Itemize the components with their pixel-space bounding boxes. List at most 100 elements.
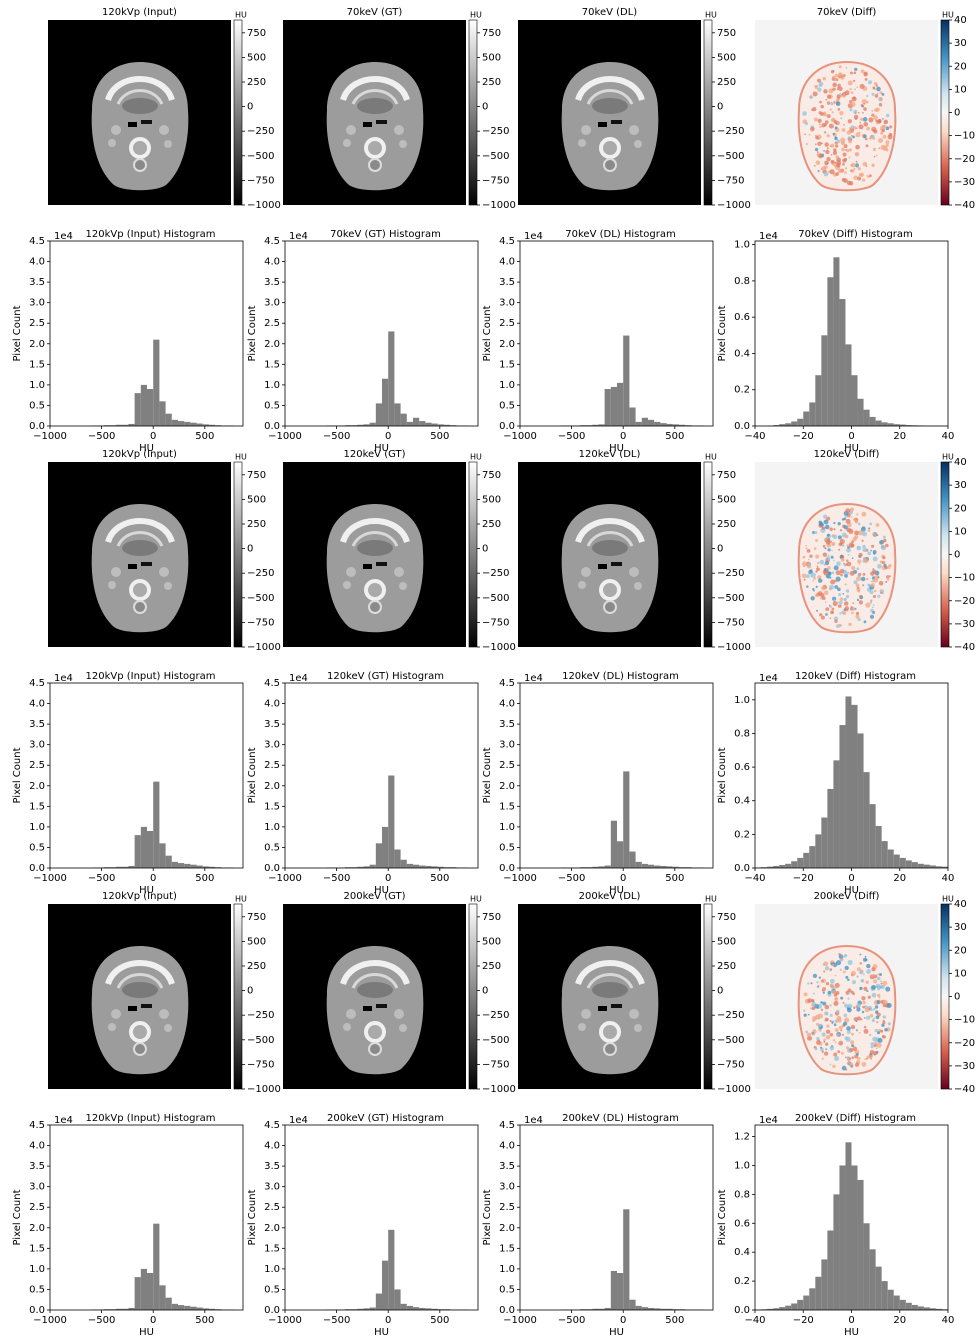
histogram-bar — [654, 421, 661, 426]
speckle — [867, 80, 873, 85]
histogram-bar — [779, 1307, 786, 1310]
y-axis-label: Pixel Count — [717, 305, 728, 361]
x-tick-label: 0 — [385, 431, 391, 442]
x-tick-label: 500 — [665, 1315, 684, 1326]
colorbar — [940, 19, 950, 206]
histogram-title: 70keV (GT) Histogram — [330, 229, 441, 240]
speckle — [862, 973, 865, 976]
speckle — [833, 565, 839, 571]
speckle — [840, 1051, 844, 1055]
speckle — [847, 136, 852, 140]
speckle — [862, 1000, 866, 1005]
vertebra — [364, 579, 386, 601]
y-tick-label: 0.5 — [264, 842, 280, 853]
mouth — [592, 982, 628, 998]
histogram-bar — [629, 851, 636, 868]
speckle — [835, 990, 840, 995]
speckle — [835, 172, 840, 176]
speckle — [859, 970, 864, 975]
speckle — [855, 1029, 858, 1032]
speckle — [817, 87, 822, 92]
colorbar-label: HU — [470, 453, 482, 462]
airway — [128, 122, 137, 127]
speckle — [885, 986, 891, 992]
y-tick-label: 2.5 — [29, 760, 45, 771]
speckle — [879, 540, 884, 545]
histogram-bar — [140, 826, 148, 868]
histogram-bar — [375, 1293, 383, 1310]
colorbar — [468, 461, 478, 648]
speckle — [809, 95, 813, 99]
speckle — [832, 82, 837, 88]
colorbar-tick-label: −500 — [717, 1035, 744, 1046]
speckle — [874, 1028, 879, 1033]
vessel — [634, 140, 642, 148]
histogram-bar — [351, 867, 358, 868]
speckle — [830, 555, 834, 559]
histogram-bar — [905, 1302, 912, 1310]
y-tick-label: 2.5 — [264, 318, 280, 329]
histogram-bar — [202, 424, 209, 426]
y-tick-label: 3.0 — [29, 1182, 45, 1193]
histogram-bar — [109, 867, 117, 868]
histogram-bar — [791, 861, 798, 868]
speckle — [865, 1015, 871, 1020]
colorbar-label: HU — [470, 11, 482, 20]
histogram-bar — [394, 403, 401, 426]
speckle — [833, 1052, 838, 1057]
speckle — [814, 531, 818, 535]
colorbar-tick-label: −500 — [247, 151, 274, 162]
speckle — [815, 135, 819, 140]
colorbar-label: HU — [235, 895, 247, 904]
colorbar-tick-label: −750 — [247, 175, 274, 186]
histogram-bar — [604, 389, 611, 426]
y-tick-label: 1.5 — [499, 1243, 515, 1254]
speckle — [819, 597, 823, 600]
histogram-bar — [103, 425, 110, 426]
airway — [141, 120, 152, 124]
speckle — [823, 1040, 826, 1043]
y-tick-label: 2.5 — [264, 760, 280, 771]
colorbar-tick-label: 0 — [247, 102, 253, 113]
histogram-bar — [134, 1277, 141, 1310]
speckle — [862, 547, 868, 553]
offset-label: 1e4 — [289, 231, 308, 242]
speckle — [854, 530, 860, 536]
colorbar-label: HU — [705, 11, 717, 20]
spinal-canal — [603, 158, 617, 172]
speckle — [870, 614, 873, 616]
speckle — [873, 1044, 877, 1048]
speckle — [817, 578, 823, 583]
speckle — [880, 131, 884, 135]
colorbar — [233, 461, 243, 648]
histogram-bar — [773, 425, 780, 426]
colorbar-tick-label: 750 — [717, 470, 736, 481]
y-tick-label: 4.0 — [499, 699, 515, 710]
speckle — [847, 546, 850, 549]
speckle — [873, 129, 878, 134]
speckle — [849, 99, 853, 104]
colorbar-tick-label: −20 — [954, 154, 975, 165]
speckle — [823, 563, 826, 566]
speckle — [858, 562, 861, 565]
airway — [598, 122, 607, 127]
speckle — [811, 1006, 816, 1011]
histogram-bar — [598, 1308, 605, 1310]
speckle — [882, 556, 886, 560]
colorbar-tick-label: 20 — [954, 61, 967, 72]
histogram-bar — [147, 389, 154, 426]
x-tick-label: 0 — [150, 431, 156, 442]
speckle — [818, 83, 822, 87]
speckle — [827, 102, 830, 106]
histogram-bar — [635, 1305, 642, 1310]
speckle — [811, 1001, 816, 1006]
y-tick-label: 0.0 — [29, 1305, 45, 1316]
vessel — [111, 567, 121, 577]
speckle — [869, 137, 872, 140]
histogram-bar — [375, 843, 383, 868]
speckle — [884, 1027, 888, 1032]
speckle — [842, 1021, 848, 1026]
speckle — [872, 550, 877, 554]
histogram-bar — [437, 1309, 444, 1310]
